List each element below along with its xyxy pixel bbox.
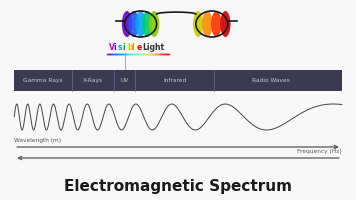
Ellipse shape [136,11,146,37]
Text: e: e [136,43,142,52]
Ellipse shape [220,11,231,37]
Text: b: b [127,43,132,52]
Ellipse shape [211,11,221,37]
Text: Light: Light [142,43,164,52]
Ellipse shape [193,11,203,37]
Text: Frequency (Hz): Frequency (Hz) [297,149,342,154]
Ellipse shape [129,11,139,37]
Ellipse shape [142,11,153,37]
Text: Wavelength (m): Wavelength (m) [14,138,61,143]
Text: Infrared: Infrared [163,78,186,83]
Text: UV: UV [121,78,129,83]
Text: l: l [132,43,134,52]
Text: i: i [113,43,116,52]
Ellipse shape [122,11,132,37]
Text: Gamma Rays: Gamma Rays [23,78,63,83]
Text: V: V [109,43,115,52]
Text: X-Rays: X-Rays [83,78,103,83]
Ellipse shape [149,11,159,37]
Text: i: i [122,43,125,52]
Bar [14,70,342,91]
Ellipse shape [202,11,213,37]
Text: s: s [118,43,122,52]
Text: Radio Waves: Radio Waves [252,78,290,83]
Text: Electromagnetic Spectrum: Electromagnetic Spectrum [64,179,292,194]
